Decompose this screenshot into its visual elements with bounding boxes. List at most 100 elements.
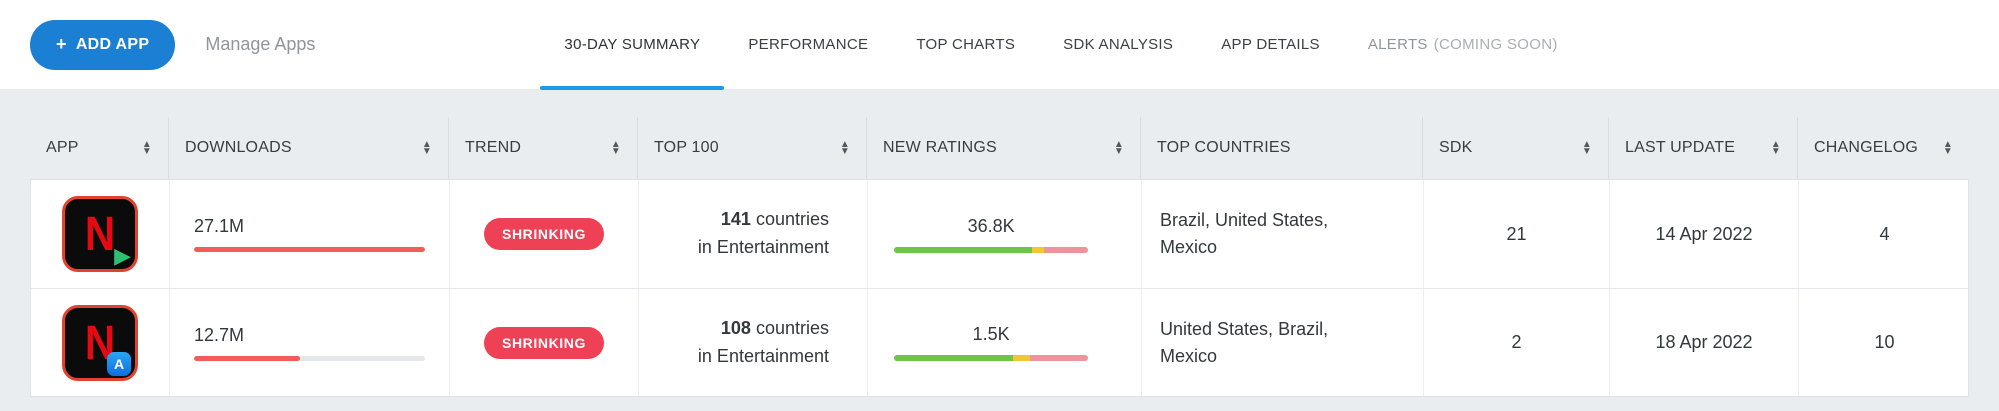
topbar-left: + ADD APP Manage Apps: [30, 0, 315, 89]
sort-icon: ▲ ▼: [839, 138, 850, 157]
downloads-bar: [194, 355, 425, 361]
tab-30-day-summary[interactable]: 30-DAY SUMMARY: [540, 0, 725, 90]
column-header-downloads[interactable]: DOWNLOADS ▲ ▼: [168, 117, 448, 179]
app-store-badge-icon: A: [107, 351, 131, 376]
trend-cell: SHRINKING: [449, 289, 638, 396]
sort-icon: ▲ ▼: [610, 138, 621, 157]
downloads-bar-fill: [194, 247, 425, 252]
downloads-value: 12.7M: [194, 324, 245, 345]
downloads-cell: 12.7M: [169, 289, 449, 396]
top-100-category: in Entertainment: [697, 345, 829, 366]
tab-performance[interactable]: PERFORMANCE: [724, 0, 892, 89]
column-label: TOP COUNTRIES: [1157, 139, 1291, 156]
changelog-cell: 10: [1798, 289, 1970, 396]
ratings-negative-segment: [1030, 355, 1089, 361]
sdk-cell: 2: [1423, 289, 1609, 396]
downloads-bar: [194, 247, 425, 252]
tab-label: SDK ANALYSIS: [1063, 36, 1174, 53]
tab-label: ALERTS: [1367, 36, 1428, 53]
top-100-cell: 108 countries in Entertainment: [638, 289, 867, 396]
tab-sdk-analysis[interactable]: SDK ANALYSIS: [1039, 0, 1197, 89]
ratings-negative-segment: [1043, 246, 1089, 253]
column-header-top-100[interactable]: TOP 100 ▲ ▼: [637, 117, 866, 179]
top-countries-value: Brazil, United States, Mexico: [1160, 210, 1329, 257]
new-ratings-value: 36.8K: [967, 215, 1015, 236]
tab-top-charts[interactable]: TOP CHARTS: [892, 0, 1039, 89]
column-label: CHANGELOG: [1814, 139, 1919, 156]
top-100-count: 108: [720, 317, 751, 338]
column-label: LAST UPDATE: [1625, 139, 1736, 156]
column-label: APP: [46, 139, 79, 156]
last-update-cell: 18 Apr 2022: [1609, 289, 1798, 396]
column-label: TOP 100: [654, 139, 719, 156]
trend-cell: SHRINKING: [449, 180, 638, 288]
sdk-count: 21: [1506, 223, 1527, 244]
google-play-badge-icon: ▶: [114, 243, 131, 268]
last-update-date: 14 Apr 2022: [1655, 223, 1753, 244]
top-100-unit: countries: [755, 317, 829, 338]
column-label: DOWNLOADS: [185, 139, 292, 156]
tab-label: APP DETAILS: [1221, 36, 1320, 53]
tab-label: TOP CHARTS: [916, 36, 1016, 53]
ratings-positive-segment: [894, 355, 1013, 361]
changelog-count: 4: [1879, 223, 1890, 244]
column-label: SDK: [1439, 139, 1473, 156]
table-row-netflix-app-store[interactable]: N A 12.7M SHRINKING 108 countries in Ent…: [31, 288, 1968, 396]
ratings-positive-segment: [894, 246, 1032, 253]
table-header-row: APP ▲ ▼ DOWNLOADS ▲ ▼ TREND ▲ ▼ TOP 100 ▲ ▼ …: [30, 117, 1969, 179]
sort-icon: ▲ ▼: [1770, 138, 1781, 157]
changelog-cell: 4: [1798, 180, 1970, 288]
new-ratings-value: 1.5K: [972, 324, 1010, 344]
top-100-count: 141: [720, 209, 751, 230]
add-app-label: ADD APP: [75, 35, 150, 53]
sort-icon: ▲ ▼: [1581, 138, 1592, 157]
top-100-unit: countries: [755, 209, 829, 230]
netflix-app-icon: N ▶: [62, 196, 138, 272]
sort-icon: ▲ ▼: [1113, 138, 1124, 157]
column-label: TREND: [465, 139, 522, 156]
top-countries-cell: United States, Brazil, Mexico: [1141, 289, 1423, 396]
new-ratings-cell: 36.8K: [867, 180, 1141, 288]
column-header-new-ratings[interactable]: NEW RATINGS ▲ ▼: [866, 117, 1140, 179]
changelog-count: 10: [1874, 332, 1895, 352]
netflix-n-logo: N: [84, 206, 116, 261]
column-header-trend[interactable]: TREND ▲ ▼: [448, 117, 637, 179]
ratings-distribution-bar: [894, 355, 1089, 361]
column-header-app[interactable]: APP ▲ ▼: [30, 117, 168, 179]
table-body: N ▶ 27.1M SHRINKING 141 countries in Ent…: [30, 179, 1969, 397]
sort-icon: ▲ ▼: [1942, 138, 1953, 157]
app-cell: N ▶: [31, 180, 169, 288]
trend-badge: SHRINKING: [484, 326, 604, 359]
column-header-changelog[interactable]: CHANGELOG ▲ ▼: [1797, 117, 1969, 179]
manage-apps-link[interactable]: Manage Apps: [205, 34, 316, 54]
main-content: APP ▲ ▼ DOWNLOADS ▲ ▼ TREND ▲ ▼ TOP 100 ▲ ▼ …: [0, 90, 1999, 397]
top-countries-cell: Brazil, United States, Mexico: [1141, 180, 1423, 288]
downloads-value: 27.1M: [194, 216, 245, 236]
column-header-last-update[interactable]: LAST UPDATE ▲ ▼: [1608, 117, 1797, 179]
tab-label: PERFORMANCE: [748, 36, 869, 53]
app-cell: N A: [31, 289, 169, 396]
top-countries-value: United States, Brazil, Mexico: [1160, 318, 1329, 366]
table-row-netflix-google-play[interactable]: N ▶ 27.1M SHRINKING 141 countries in Ent…: [31, 180, 1968, 288]
tab-alerts: ALERTS (COMING SOON): [1344, 0, 1582, 89]
sdk-cell: 21: [1423, 180, 1609, 288]
ratings-neutral-segment: [1031, 246, 1044, 253]
column-header-top-countries: TOP COUNTRIES: [1140, 117, 1422, 179]
last-update-date: 18 Apr 2022: [1655, 332, 1753, 352]
sdk-count: 2: [1511, 332, 1522, 352]
column-label: NEW RATINGS: [883, 139, 997, 156]
downloads-bar-fill: [194, 355, 301, 361]
tab-bar: 30-DAY SUMMARY PERFORMANCE TOP CHARTS SD…: [540, 0, 1582, 90]
add-app-button[interactable]: + ADD APP: [30, 19, 176, 70]
column-header-sdk[interactable]: SDK ▲ ▼: [1422, 117, 1608, 179]
top-100-category: in Entertainment: [697, 237, 829, 257]
netflix-app-icon: N A: [62, 304, 138, 381]
ratings-distribution-bar: [894, 246, 1089, 253]
tab-app-details[interactable]: APP DETAILS: [1197, 0, 1344, 89]
tab-label: 30-DAY SUMMARY: [564, 36, 701, 53]
coming-soon-label: (COMING SOON): [1433, 36, 1558, 53]
plus-icon: +: [56, 34, 67, 54]
sort-icon: ▲ ▼: [141, 138, 152, 157]
last-update-cell: 14 Apr 2022: [1609, 180, 1798, 288]
top-100-cell: 141 countries in Entertainment: [638, 180, 867, 288]
